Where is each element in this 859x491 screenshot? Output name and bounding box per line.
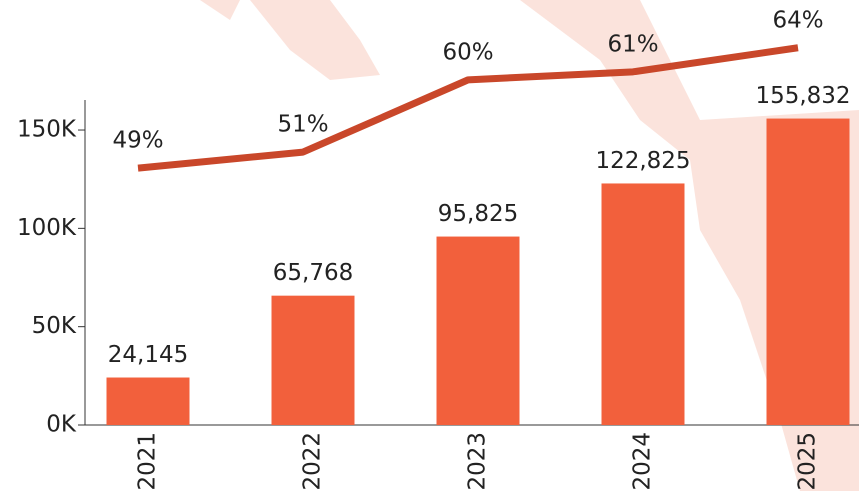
x-tick-label: 2024 [630,432,656,491]
bar [601,183,685,425]
line-value-label: 61% [607,31,658,57]
line-value-label: 49% [112,128,163,154]
bar-value-label: 122,825 [595,148,690,174]
bar [766,118,850,426]
bar [271,295,355,425]
line-value-label: 60% [442,39,493,65]
map-shape [250,0,380,80]
y-tick-label: 50K [32,313,77,339]
y-tick-label: 150K [17,117,77,143]
y-tick-label: 0K [46,412,77,438]
line [137,44,799,172]
bar [436,236,520,425]
y-tick-label: 100K [17,215,77,241]
bar [106,377,190,425]
line-value-label: 51% [277,112,328,138]
line-value-label: 64% [772,7,823,33]
x-tick-label: 2022 [300,432,326,491]
x-tick-label: 2023 [465,432,491,491]
bar-value-label: 95,825 [438,201,518,227]
bar-value-label: 65,768 [273,260,353,286]
bar-value-label: 155,832 [755,83,850,109]
map-shape [200,0,240,20]
bar-value-label: 24,145 [108,342,188,368]
x-tick-label: 2025 [795,432,821,491]
x-tick-label: 2021 [135,432,161,491]
